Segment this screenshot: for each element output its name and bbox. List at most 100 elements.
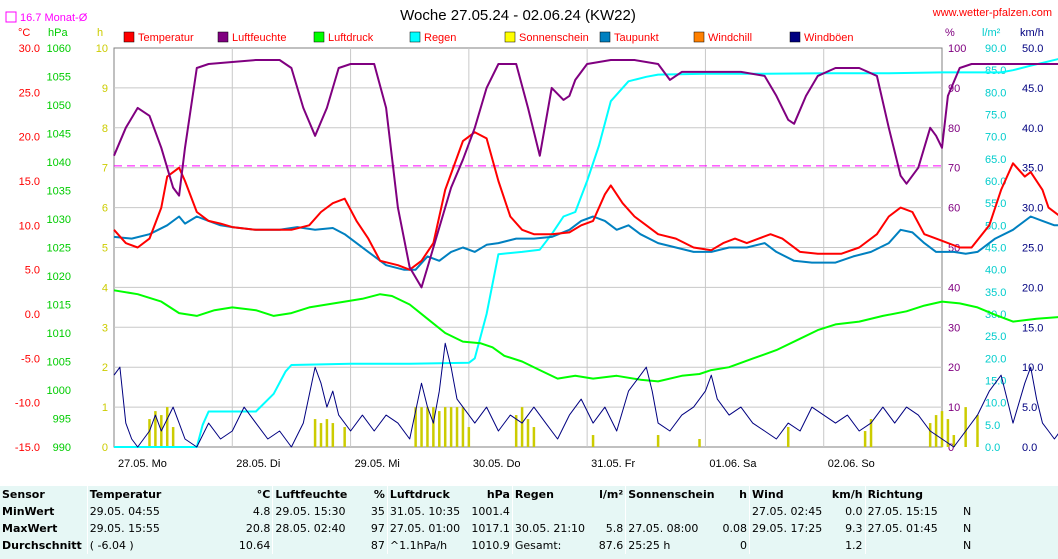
tick-label-hours: 4 [102,282,108,294]
chart-legend: Temperatur Luftfeuchte Luftdruck Regen Sonne… [123,31,854,44]
day-label: 31.05. Fr [591,458,635,470]
legend-swatch [504,31,516,43]
tick-label-hours: 2 [102,362,108,374]
unit-kmh: km/h [1020,27,1044,39]
stats-row-label: MinWert [2,505,55,518]
stats-header-hum-unit: % [373,488,385,501]
sunshine-bar [319,423,323,447]
sunshine-bar [863,431,867,447]
sunshine-bar [313,419,317,447]
sunshine-bar [934,415,938,447]
legend-label: Temperatur [138,32,194,44]
tick-label-kmh: 40.0 [1022,123,1043,135]
stats-cell-rain-value [596,503,626,520]
tick-label-kmh: 30.0 [1022,203,1043,215]
tick-label-kmh: 20.0 [1022,282,1043,294]
tick-label-percent: 80 [948,123,960,135]
sunshine-bar [325,419,329,447]
tick-label-celsius: -5.0 [21,353,40,365]
tick-label-lm2: 60.0 [985,176,1006,188]
chart-axes: 30.025.020.015.010.05.00.0-5.0-10.0-15.0… [15,43,1044,470]
stats-cell-sun-when: 27.05. 08:00 [625,520,717,537]
tick-label-kmh: 5.0 [1022,402,1037,414]
tick-label-lm2: 40.0 [985,265,1006,277]
weather-chart: 30.025.020.015.010.05.00.0-5.0-10.0-15.0… [5,7,1058,470]
tick-label-percent: 10 [948,402,960,414]
legend-swatch [409,31,421,43]
stats-header-row: Sensor Temperatur °C Luftfeuchte % Luftd… [0,486,1058,503]
tick-label-hours: 0 [102,442,108,454]
sunshine-bar [940,411,944,447]
stats-cell-press-value: 1010.9 [471,539,510,552]
tick-label-hpa: 1030 [47,214,71,226]
stats-cell-temp-when: 29.05. 04:55 [86,503,176,520]
tick-label-hours: 6 [102,203,108,215]
unit-percent: % [945,27,955,39]
stats-row: Durchschnitt ( -6.04 ) 10.64 87 ^1.1hPa/h 101… [0,537,1058,554]
tick-label-hpa: 990 [53,442,71,454]
tick-label-hours: 5 [102,243,108,255]
tick-label-kmh: 35.0 [1022,163,1043,175]
tick-label-celsius: 10.0 [19,220,40,232]
tick-label-kmh: 25.0 [1022,243,1043,255]
stats-cell-sun-value: 0 [740,539,748,552]
sunshine-bar [946,419,950,447]
monthly-avg-swatch [5,11,17,23]
stats-header-hum: Luftfeuchte [272,486,362,503]
tick-label-hpa: 1010 [47,328,71,340]
sunshine-bar [698,439,701,447]
sunshine-bar [461,407,465,447]
tick-label-celsius: -15.0 [15,442,40,454]
tick-label-celsius: 30.0 [19,43,40,55]
chart-grid [113,47,943,448]
stats-row-label: Durchschnitt [2,539,82,552]
tick-label-percent: 20 [948,362,960,374]
stats-cell-sun-value: 0.08 [722,522,748,535]
sunshine-bar [928,423,932,447]
sunshine-bar [449,407,453,447]
sunshine-bar [656,435,660,447]
tick-label-lm2: 75.0 [985,110,1006,122]
stats-cell-rain-when [511,503,596,520]
stats-cell-wind-when [749,537,830,554]
sunshine-bar [467,427,471,447]
stats-cell-temp-when: 29.05. 15:55 [86,520,176,537]
day-label: 30.05. Do [473,458,521,470]
tick-label-percent: 40 [948,282,960,294]
tick-label-lm2: 45.0 [985,243,1006,255]
tick-label-lm2: 5.0 [985,420,1000,432]
legend-label: Regen [424,32,456,44]
legend-label: Windchill [708,32,752,44]
tick-label-percent: 70 [948,163,960,175]
site-url[interactable]: www.wetter-pfalzen.com [932,7,1052,19]
stats-cell-hum-when [272,537,362,554]
stats-header-wind-unit: km/h [831,488,863,501]
stats-cell-press-when: 27.05. 01:00 [386,520,470,537]
tick-label-lm2: 10.0 [985,398,1006,410]
stats-cell-wind-value: 9.3 [845,522,863,535]
tick-label-celsius: -10.0 [15,398,40,410]
day-label: 01.06. Sa [709,458,757,470]
tick-label-hpa: 1060 [47,43,71,55]
tick-label-lm2: 20.0 [985,353,1006,365]
sunshine-bar [420,407,423,447]
series-line-regen [114,58,1058,448]
legend-swatch [693,31,705,43]
sunshine-bar [414,407,417,447]
legend-label: Taupunkt [614,32,659,44]
day-label: 29.05. Mi [355,458,400,470]
tick-label-hours: 7 [102,163,108,175]
stats-header-sensor: Sensor [2,488,45,501]
stats-row-label: MaxWert [2,522,58,535]
tick-label-lm2: 70.0 [985,132,1006,144]
stats-header-press: Luftdruck [386,486,470,503]
tick-label-lm2: 15.0 [985,376,1006,388]
series-line-luftdruck [113,289,1058,383]
statistics-panel: Sensor Temperatur °C Luftfeuchte % Luftd… [0,486,1058,559]
legend-swatch [313,31,325,43]
sunshine-bar [520,407,524,447]
tick-label-kmh: 50.0 [1022,43,1043,55]
tick-label-hpa: 1045 [47,129,71,141]
stats-header-rain-unit: l/m² [599,488,624,501]
tick-label-hpa: 1025 [47,243,71,255]
